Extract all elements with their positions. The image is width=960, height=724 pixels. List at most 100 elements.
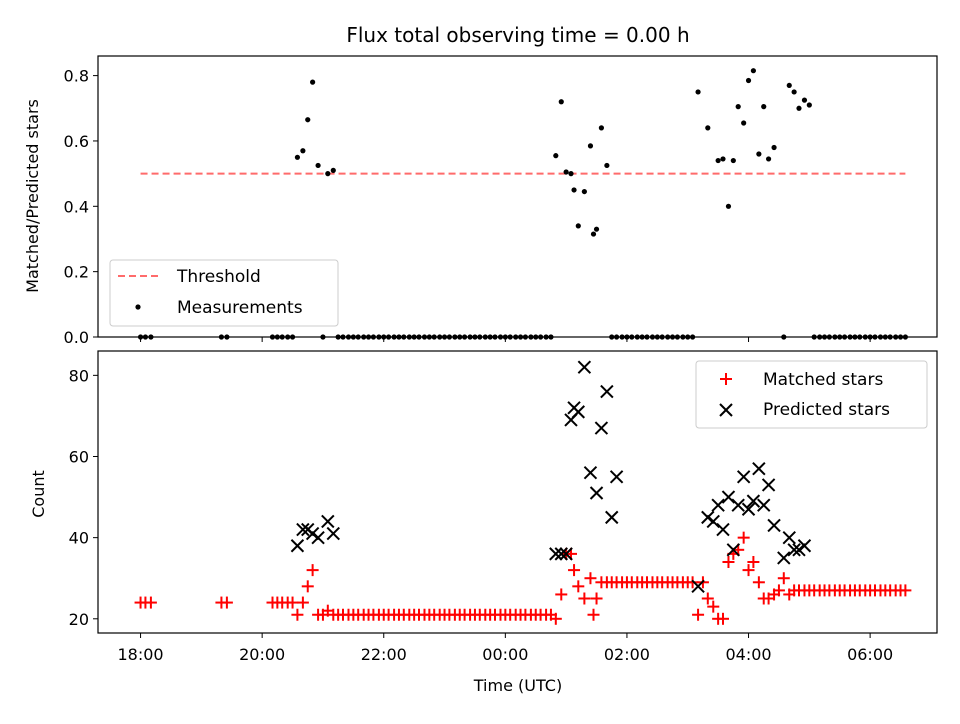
measurement-point <box>274 334 280 340</box>
measurement-point <box>533 334 539 340</box>
matched-star-point <box>692 608 705 621</box>
bottom-x-tick-label: 00:00 <box>482 645 528 664</box>
measurement-point <box>441 334 448 340</box>
bottom-y-tick-label: 60 <box>69 447 89 466</box>
measurement-point <box>877 334 884 340</box>
measurement-point <box>689 334 696 340</box>
measurement-point <box>634 334 640 340</box>
measurement-point <box>821 334 828 340</box>
bottom-x-tick-label: 02:00 <box>604 645 650 664</box>
measurement-point <box>826 334 832 340</box>
predicted-star-point <box>777 551 791 565</box>
matched-star-point <box>144 596 157 609</box>
measurement-point <box>796 105 802 111</box>
bottom-y-axis-label: Count <box>29 470 48 518</box>
bottom-panel: 20 40 60 80 18:00 20:00 22:00 00:00 02:00 04:00 0… <box>29 350 938 695</box>
measurement-point <box>224 334 230 340</box>
matched-star-point <box>555 588 568 601</box>
measurement-point <box>902 334 908 340</box>
measurement-point <box>639 334 645 340</box>
measurement-point <box>370 334 377 340</box>
measurement-point <box>654 334 660 340</box>
measurement-point <box>543 334 549 340</box>
measurement-point <box>300 148 306 154</box>
predicted-star-point <box>782 530 796 545</box>
measurement-point <box>431 334 437 340</box>
predicted-star-point <box>600 384 614 399</box>
measurement-point <box>279 334 285 340</box>
predicted-star-point <box>594 421 609 435</box>
measurement-point <box>310 79 316 85</box>
predicted-star-point <box>741 502 756 516</box>
legend-matched-label: Matched stars <box>763 370 883 390</box>
measurement-point <box>771 144 777 151</box>
measurement-point <box>528 334 534 340</box>
measurement-point <box>391 334 397 340</box>
measurement-point <box>893 334 899 340</box>
measurement-point <box>649 334 656 340</box>
measurement-point <box>437 334 443 340</box>
measurement-point <box>457 334 463 340</box>
bottom-plot-frame <box>97 350 938 634</box>
top-y-tick-label: 0.0 <box>64 328 89 347</box>
measurement-point <box>581 188 587 195</box>
matched-star-point <box>296 596 309 609</box>
measurement-point <box>548 334 554 340</box>
bottom-plot-marks <box>134 360 912 625</box>
measurement-point <box>720 156 726 162</box>
top-plot-marks <box>137 68 908 340</box>
matched-star-point <box>722 555 735 568</box>
measurement-point <box>325 171 331 177</box>
measurement-point <box>218 334 225 340</box>
predicted-star-point <box>691 579 705 594</box>
predicted-star-point <box>321 514 335 529</box>
predicted-star-point <box>701 510 715 525</box>
predicted-star-point <box>571 405 586 419</box>
measurement-point <box>852 334 858 340</box>
legend-measurements-swatch <box>135 304 141 310</box>
bottom-y-tick-label: 20 <box>69 610 89 629</box>
measurement-point <box>492 334 498 340</box>
legend-measurements-label: Measurements <box>177 298 303 318</box>
measurement-point <box>817 334 823 340</box>
measurement-point <box>644 334 650 340</box>
measurement-point <box>558 99 564 105</box>
measurement-point <box>897 334 904 340</box>
measurement-point <box>426 334 432 340</box>
measurement-point <box>841 334 848 340</box>
measurement-point <box>832 334 838 340</box>
measurement-point <box>674 334 680 340</box>
top-y-tick-label: 0.8 <box>64 67 89 86</box>
measurement-point <box>613 334 620 340</box>
measurement-point <box>355 334 361 340</box>
predicted-star-point <box>583 466 598 480</box>
measurement-point <box>811 334 817 340</box>
predicted-star-point <box>296 522 310 537</box>
top-chart-title: Flux total observing time = 0.00 h <box>346 23 689 47</box>
measurement-point <box>857 334 863 340</box>
predicted-star-point <box>746 494 761 508</box>
predicted-star-point <box>711 498 725 512</box>
measurement-point <box>446 334 453 340</box>
matched-star-point <box>737 531 750 544</box>
measurement-point <box>587 143 594 149</box>
predicted-star-point <box>609 470 624 484</box>
matched-star-point <box>572 580 585 593</box>
measurement-point <box>568 171 574 177</box>
measurement-point <box>862 334 868 340</box>
matched-star-point <box>742 564 755 577</box>
measurement-point <box>745 77 752 84</box>
measurement-point <box>517 334 524 340</box>
measurement-point <box>340 334 346 340</box>
measurement-point <box>477 334 483 340</box>
legend-matched-swatch <box>720 373 732 385</box>
measurement-point <box>665 334 671 340</box>
bottom-x-tick-label: 04:00 <box>725 645 771 664</box>
bottom-y-tick-label: 40 <box>69 529 89 548</box>
measurement-point <box>513 334 519 340</box>
predicted-star-point <box>549 547 563 561</box>
predicted-star-point <box>326 526 340 541</box>
measurement-point <box>396 334 402 340</box>
measurement-point <box>563 169 569 175</box>
matched-star-point <box>701 592 714 605</box>
